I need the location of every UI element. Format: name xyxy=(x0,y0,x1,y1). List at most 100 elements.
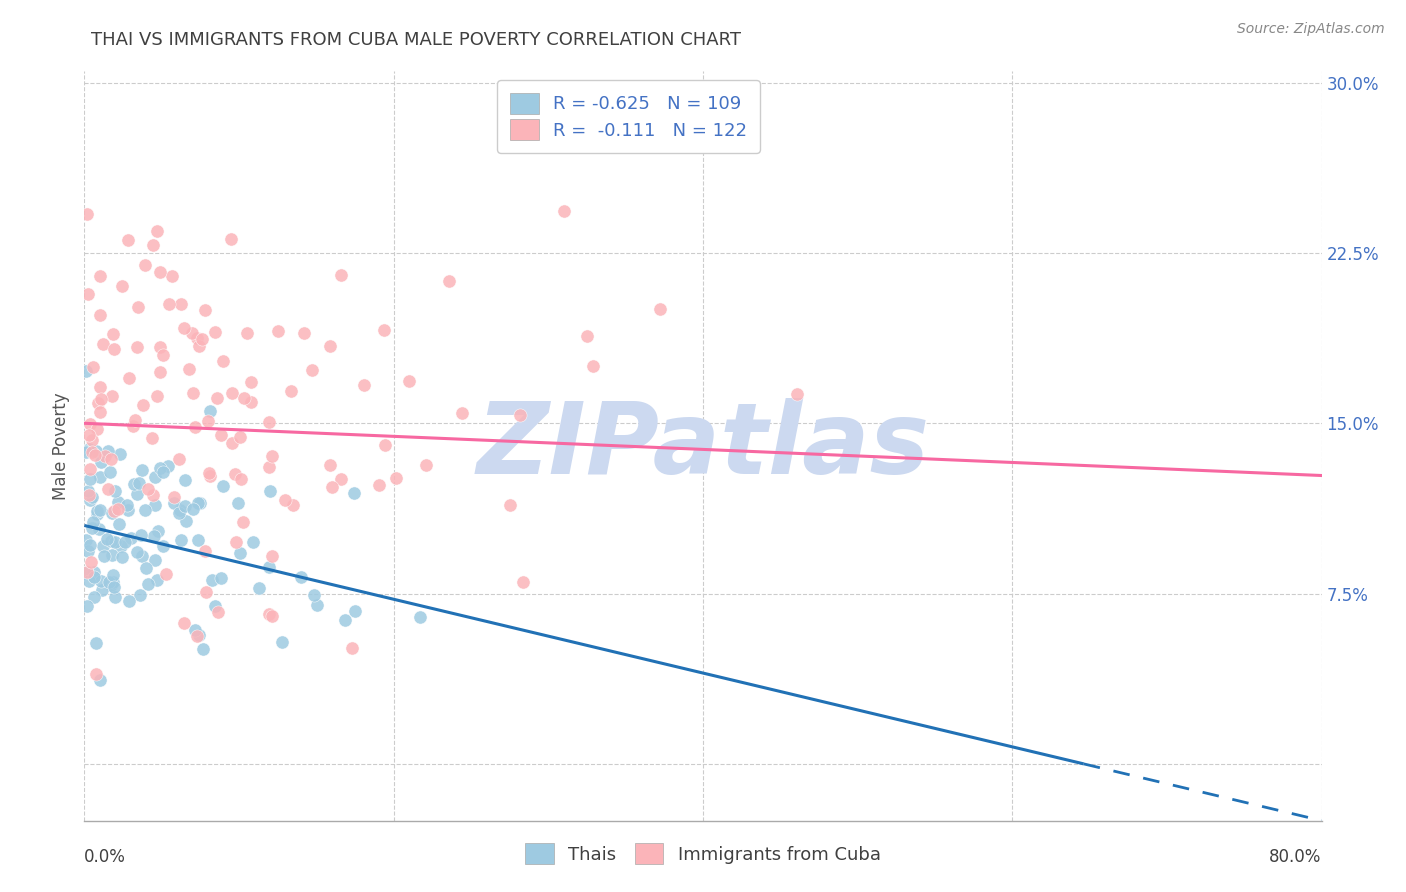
Point xyxy=(200,469,222,483)
Point xyxy=(84,636,107,650)
Point xyxy=(209,427,232,442)
Point xyxy=(134,503,156,517)
Point xyxy=(118,594,141,608)
Point xyxy=(283,498,305,512)
Point xyxy=(86,422,108,436)
Point xyxy=(111,549,134,564)
Point xyxy=(108,447,131,461)
Point xyxy=(136,577,159,591)
Point xyxy=(80,445,103,459)
Point xyxy=(280,384,302,398)
Point xyxy=(129,588,152,602)
Point xyxy=(101,327,124,342)
Point xyxy=(509,408,531,422)
Point xyxy=(98,465,121,479)
Point xyxy=(650,301,672,316)
Point xyxy=(235,326,257,341)
Point xyxy=(131,549,153,563)
Point xyxy=(145,573,167,587)
Point xyxy=(84,443,107,458)
Point xyxy=(163,490,186,504)
Point xyxy=(353,377,375,392)
Point xyxy=(97,574,120,589)
Point xyxy=(225,534,247,549)
Point xyxy=(122,476,145,491)
Point xyxy=(257,460,280,475)
Point xyxy=(224,467,246,481)
Point xyxy=(82,521,104,535)
Point xyxy=(197,414,219,428)
Point xyxy=(111,279,134,293)
Point xyxy=(83,590,105,604)
Point xyxy=(301,363,323,377)
Point xyxy=(107,495,129,509)
Point xyxy=(329,268,352,283)
Point xyxy=(86,504,108,518)
Point xyxy=(89,268,111,283)
Point xyxy=(129,527,152,541)
Point xyxy=(239,395,262,409)
Text: ZIPatlas: ZIPatlas xyxy=(477,398,929,494)
Point xyxy=(204,599,226,613)
Point xyxy=(75,364,97,378)
Point xyxy=(89,380,111,394)
Point xyxy=(132,398,155,412)
Point xyxy=(330,472,353,486)
Point xyxy=(170,533,193,548)
Point xyxy=(79,492,101,507)
Point xyxy=(146,524,169,538)
Point xyxy=(145,553,167,567)
Point xyxy=(93,549,115,563)
Point xyxy=(169,503,191,517)
Point xyxy=(75,445,97,459)
Point xyxy=(135,561,157,575)
Point xyxy=(82,359,104,374)
Point xyxy=(162,496,184,510)
Point xyxy=(114,535,136,549)
Point xyxy=(173,321,195,335)
Point xyxy=(142,238,165,252)
Point xyxy=(103,342,125,356)
Point xyxy=(207,605,229,619)
Point xyxy=(76,599,98,613)
Point xyxy=(553,204,575,219)
Point xyxy=(415,458,437,473)
Point xyxy=(152,348,174,362)
Point xyxy=(575,329,598,343)
Point xyxy=(157,459,180,474)
Point xyxy=(187,533,209,547)
Point xyxy=(79,417,101,432)
Point xyxy=(104,534,127,549)
Point xyxy=(100,452,122,467)
Point xyxy=(149,461,172,475)
Point xyxy=(77,544,100,558)
Point xyxy=(262,609,284,624)
Point xyxy=(167,506,190,520)
Point xyxy=(96,532,118,546)
Point xyxy=(290,570,312,584)
Point xyxy=(292,326,315,340)
Point xyxy=(186,331,208,345)
Point xyxy=(193,641,215,656)
Point xyxy=(89,308,111,322)
Point xyxy=(398,374,420,388)
Point xyxy=(87,522,110,536)
Point xyxy=(142,529,165,543)
Point xyxy=(174,514,197,528)
Point xyxy=(89,502,111,516)
Point xyxy=(451,405,474,419)
Point xyxy=(89,470,111,484)
Point xyxy=(77,286,100,301)
Point xyxy=(344,604,367,618)
Point xyxy=(79,538,101,552)
Point xyxy=(131,463,153,477)
Point xyxy=(221,436,243,450)
Point xyxy=(343,486,366,500)
Point xyxy=(205,391,228,405)
Point xyxy=(157,297,180,311)
Point xyxy=(122,418,145,433)
Point xyxy=(77,484,100,499)
Point xyxy=(260,549,283,563)
Point xyxy=(321,480,343,494)
Point xyxy=(127,300,149,314)
